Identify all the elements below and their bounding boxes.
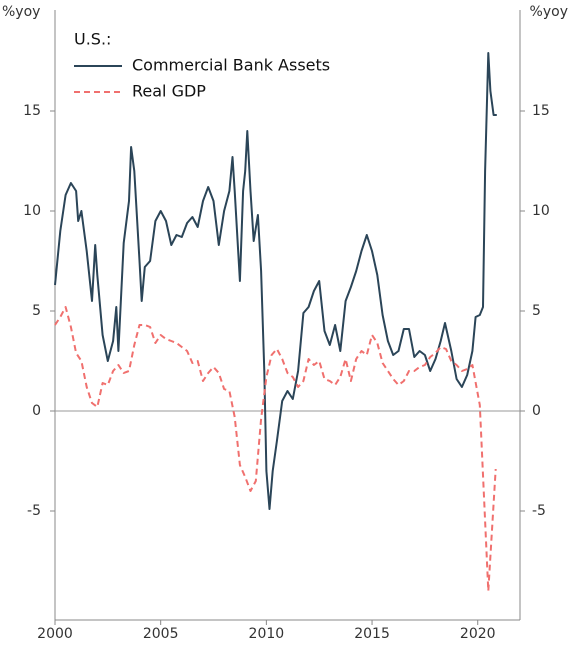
y-axis-label: %yoy — [2, 4, 40, 20]
x-tick-label: 2020 — [460, 626, 496, 642]
y2-axis-label: %yoy — [530, 4, 568, 20]
series-line — [54, 52, 497, 510]
y-tick-label: -5 — [27, 503, 41, 519]
y-tick-label: 15 — [23, 103, 41, 119]
y2-tick-label: 0 — [532, 403, 541, 419]
legend-title: U.S.: — [74, 30, 111, 49]
y2-tick-label: 10 — [532, 203, 550, 219]
legend-label: Real GDP — [132, 82, 206, 101]
series-line — [54, 306, 497, 592]
y-tick-label: 0 — [32, 403, 41, 419]
y2-tick-label: 5 — [532, 303, 541, 319]
legend-label: Commercial Bank Assets — [132, 56, 330, 75]
y-tick-label: 5 — [32, 303, 41, 319]
x-tick-label: 2005 — [143, 626, 179, 642]
y2-tick-label: 15 — [532, 103, 550, 119]
y2-tick-label: -5 — [532, 503, 546, 519]
x-tick-label: 2010 — [249, 626, 285, 642]
x-tick-label: 2000 — [37, 626, 73, 642]
x-tick-label: 2015 — [354, 626, 390, 642]
y-tick-label: 10 — [23, 203, 41, 219]
